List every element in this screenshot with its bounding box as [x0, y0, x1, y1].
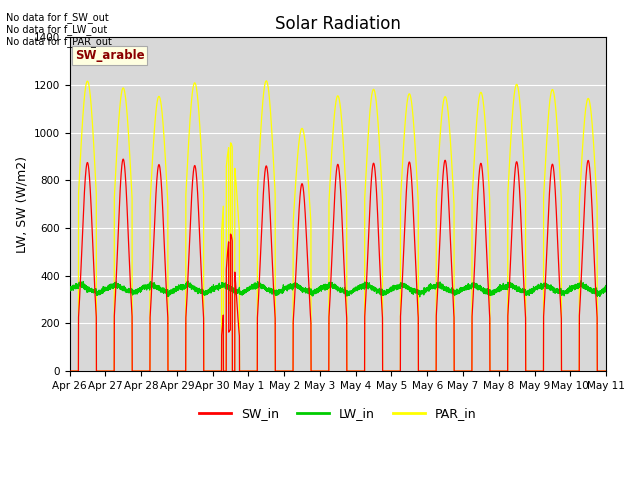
Text: SW_arable: SW_arable [75, 49, 145, 62]
Text: No data for f_SW_out: No data for f_SW_out [6, 12, 109, 23]
Legend: SW_in, LW_in, PAR_in: SW_in, LW_in, PAR_in [195, 402, 481, 425]
Text: No data for f_PAR_out: No data for f_PAR_out [6, 36, 112, 47]
Text: No data for f_LW_out: No data for f_LW_out [6, 24, 108, 35]
Y-axis label: LW, SW (W/m2): LW, SW (W/m2) [15, 156, 28, 253]
Title: Solar Radiation: Solar Radiation [275, 15, 401, 33]
